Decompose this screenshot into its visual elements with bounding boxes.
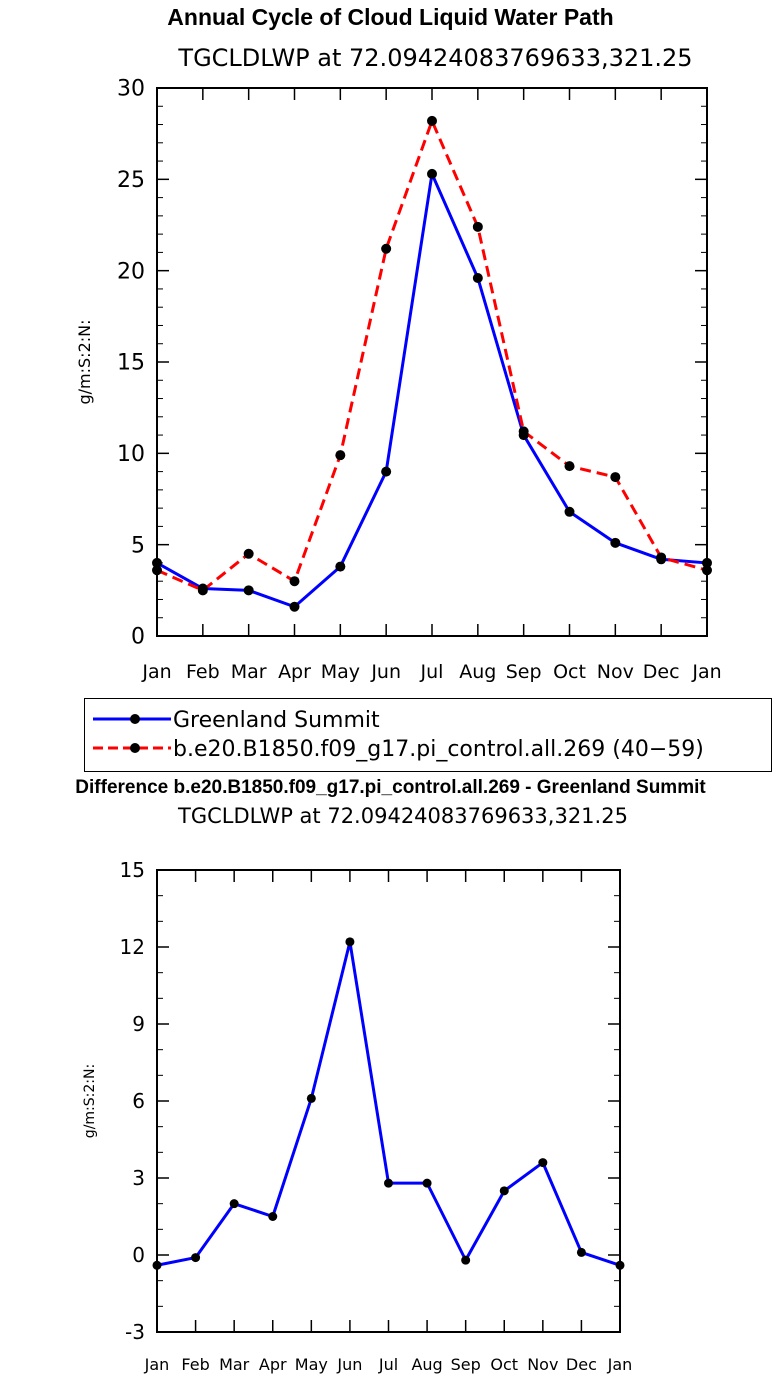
data-point-0 [381,466,392,477]
x-tick-label: Oct [490,1355,518,1374]
bottom-chart-subtitle: TGCLDLWP at 72.09424083769633,321.25 [178,804,628,828]
x-tick-label: Nov [597,661,634,683]
data-point-0 [152,557,162,568]
y-tick-label: 10 [117,442,145,467]
x-tick-label: Sep [451,1355,481,1374]
x-tick-label: Aug [411,1355,442,1374]
data-point-0 [384,1178,393,1188]
y-tick-label: 15 [117,351,145,376]
series-line-0 [156,172,708,609]
data-point-0 [427,168,437,179]
y-tick-label: 20 [117,259,145,284]
data-point-0 [306,1093,316,1103]
data-point-1 [656,552,667,563]
y-tick-label: 6 [132,1089,145,1113]
legend-label: b.e20.B1850.f09_g17.pi_control.all.269 (… [173,737,704,762]
x-tick-label: Jun [370,661,401,683]
data-point-0 [422,1178,432,1188]
y-tick-label: 0 [131,625,145,650]
series-line-0 [156,940,621,1267]
y-tick-label: 15 [120,858,145,882]
bottom-chart-title: Difference b.e20.B1850.f09_g17.pi_contro… [75,777,706,798]
data-point-0 [702,557,712,568]
data-point-0 [615,1260,625,1270]
y-tick-label: -3 [125,1320,145,1344]
x-tick-label: Apr [259,1355,287,1374]
data-point-1 [427,115,437,126]
data-point-1 [472,221,483,232]
data-point-1 [197,585,208,596]
top-chart-title: Annual Cycle of Cloud Liquid Water Path [167,4,614,30]
x-tick-label: Sep [506,661,542,683]
data-point-1 [152,565,162,576]
x-tick-label: May [295,1355,328,1374]
data-point-1 [610,472,621,483]
x-tick-label: Aug [459,661,496,683]
data-point-0 [576,1247,586,1257]
data-point-0 [268,1212,278,1221]
x-tick-label: Dec [566,1355,597,1374]
y-tick-label: 0 [132,1243,145,1267]
data-point-1 [381,243,392,254]
x-tick-label: Nov [527,1355,558,1374]
y-axis-label: g/m:S:2:N: [75,320,94,405]
data-point-0 [191,1253,201,1263]
data-point-0 [610,537,621,548]
y-tick-label: 9 [132,1012,145,1036]
data-point-1 [243,548,254,559]
data-point-0 [229,1199,239,1209]
data-point-1 [702,565,712,576]
data-point-0 [243,585,254,596]
data-point-0 [152,1260,162,1270]
x-tick-label: May [321,661,360,683]
x-tick-label: Feb [181,1355,209,1374]
x-tick-label: Jul [378,1355,398,1374]
legend: Greenland Summit b.e20.B1850.f09_g17.pi_… [84,698,772,772]
data-point-0 [461,1255,471,1265]
x-tick-label: Feb [186,661,220,683]
x-tick-label: Jul [420,661,444,683]
y-tick-label: 25 [117,168,145,193]
y-tick-label: 3 [132,1166,145,1190]
x-tick-label: Mar [219,1355,250,1374]
data-point-1 [564,461,575,472]
series-line-1 [156,119,708,592]
legend-label: Greenland Summit [173,708,380,733]
data-point-0 [499,1186,509,1196]
x-tick-label: Oct [553,661,586,683]
data-point-1 [289,576,300,587]
x-tick-label: Jan [607,1355,633,1374]
x-tick-label: Apr [278,661,311,683]
data-point-1 [335,450,346,461]
data-point-0 [538,1158,548,1168]
x-tick-label: Mar [231,661,267,683]
y-axis-label: g/m:S:2:N: [82,1064,98,1138]
data-point-1 [518,426,529,437]
top-chart: 0 5 10 15 20 25 30 Jan Feb Mar Apr May Jun Jul Aug Sep O… [75,77,722,683]
x-tick-label: Jun [336,1355,362,1374]
legend-swatch-dashed [93,743,171,753]
y-tick-label: 12 [120,935,145,959]
y-tick-label: 30 [117,77,145,102]
plot-frame [156,869,621,1333]
x-tick-label: Dec [643,661,680,683]
x-tick-label: Jan [144,1355,170,1374]
legend-swatch-solid [93,714,171,724]
legend-item-model: b.e20.B1850.f09_g17.pi_control.all.269 (… [85,735,771,763]
data-point-0 [564,506,575,517]
top-chart-subtitle: TGCLDLWP at 72.09424083769633,321.25 [178,44,693,72]
data-point-0 [345,937,355,947]
y-tick-label: 5 [131,533,145,558]
legend-item-greenland-summit: Greenland Summit [85,706,771,734]
data-point-0 [335,561,346,572]
data-point-0 [289,601,300,612]
x-tick-label: Jan [141,661,171,683]
bottom-chart: -3 0 3 6 9 12 15 Jan Feb Mar Apr May Jun Jul Aug Sep Oct… [82,858,633,1374]
data-point-0 [472,272,483,283]
x-tick-label: Jan [691,661,721,683]
